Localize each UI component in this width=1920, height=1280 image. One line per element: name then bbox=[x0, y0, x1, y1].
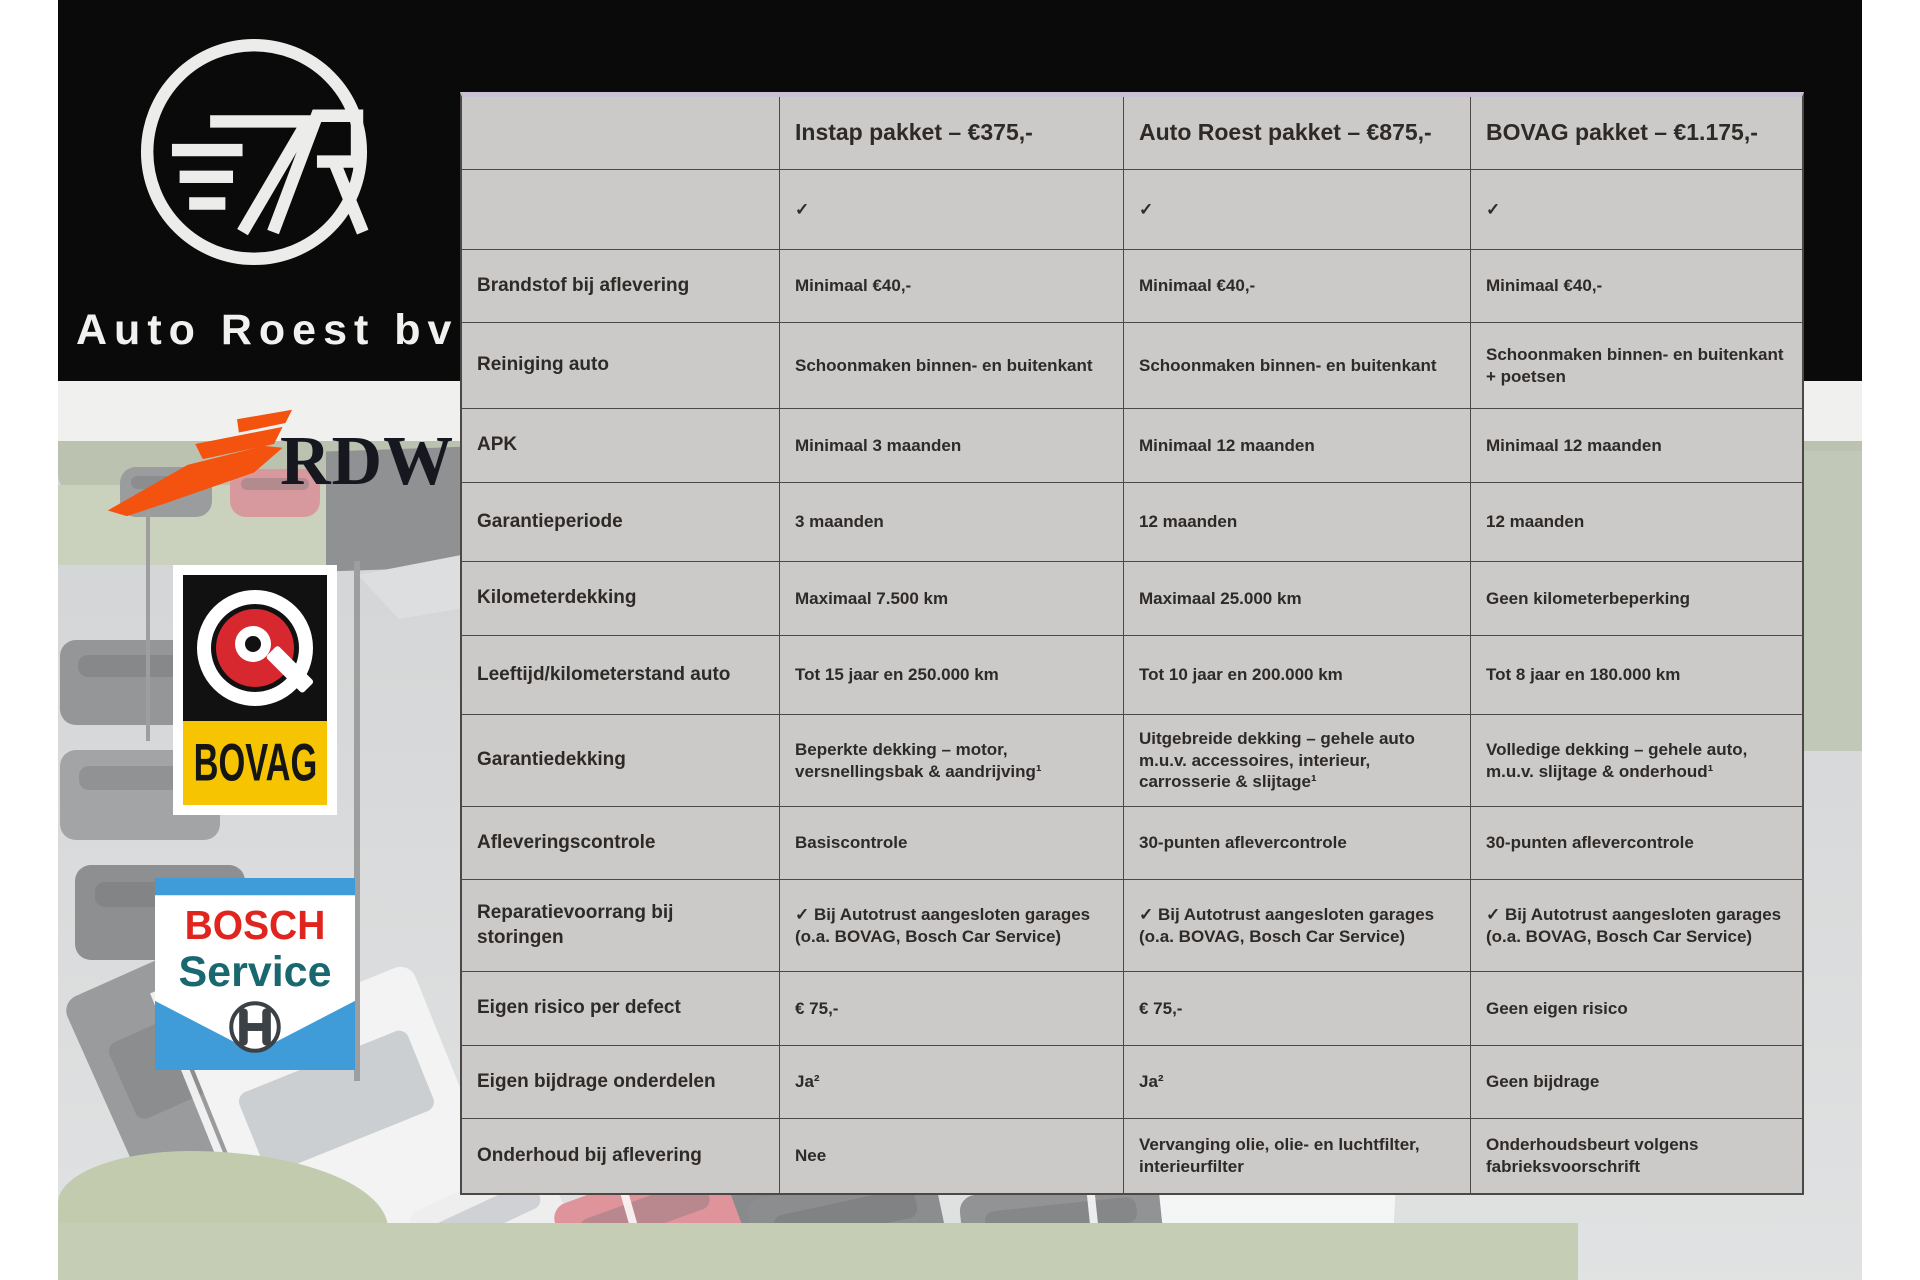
bovag-wordmark: BOVAG bbox=[193, 733, 317, 792]
bosch-wordmark: BOSCH bbox=[184, 902, 326, 948]
light-pole bbox=[146, 491, 150, 741]
table-cell: Minimaal 12 maanden bbox=[1471, 409, 1802, 483]
row-label-reiniging-auto: Reiniging auto bbox=[462, 323, 780, 409]
table-cell: 30-punten aflevercontrole bbox=[1124, 807, 1471, 880]
table-cell: 3 maanden bbox=[780, 483, 1124, 562]
table-cell: Tot 10 jaar en 200.000 km bbox=[1124, 636, 1471, 715]
row-label-apk: APK bbox=[462, 409, 780, 483]
table-cell: Schoonmaken binnen- en buitenkant bbox=[1124, 323, 1471, 409]
row-label-eigen-bijdrage-onderdelen: Eigen bijdrage onderdelen bbox=[462, 1046, 780, 1119]
table-cell: Minimaal €40,- bbox=[1124, 250, 1471, 323]
table-cell: 12 maanden bbox=[1471, 483, 1802, 562]
bovag-emblem-icon bbox=[183, 575, 327, 721]
bovag-wordmark-strip: BOVAG bbox=[183, 721, 327, 805]
table-cell: Minimaal 12 maanden bbox=[1124, 409, 1471, 483]
table-cell: ✓ Bij Autotrust aangesloten garages (o.a… bbox=[1124, 880, 1471, 972]
table-cell: ✓ Bij Autotrust aangesloten garages (o.a… bbox=[1471, 880, 1802, 972]
table-cell: Volledige dekking – gehele auto, m.u.v. … bbox=[1471, 715, 1802, 807]
bosch-service-logo: BOSCH Service bbox=[155, 878, 355, 1070]
table-cell: Minimaal 3 maanden bbox=[780, 409, 1124, 483]
bovag-logo: BOVAG bbox=[173, 565, 337, 815]
table-cell: Minimaal €40,- bbox=[780, 250, 1124, 323]
table-cell: Geen bijdrage bbox=[1471, 1046, 1802, 1119]
grass bbox=[58, 1223, 1578, 1280]
rdw-wordmark: RDW bbox=[280, 423, 455, 500]
bosch-service-wordmark: Service bbox=[178, 948, 332, 996]
table-cell: 30-punten aflevercontrole bbox=[1471, 807, 1802, 880]
header-instap-pakket: Instap pakket – €375,- bbox=[780, 97, 1124, 170]
table-cell: Ja² bbox=[1124, 1046, 1471, 1119]
table-cell: Minimaal €40,- bbox=[1471, 250, 1802, 323]
brand-name: Auto Roest bv bbox=[76, 306, 459, 354]
table-cell: Nee bbox=[780, 1119, 1124, 1193]
row-label-reparatievoorrang: Reparatievoorrang bij storingen bbox=[462, 880, 780, 972]
bosch-armature-icon bbox=[229, 1001, 281, 1053]
rdw-wing-icon bbox=[107, 409, 293, 516]
table-cell: Schoonmaken binnen- en buitenkant + poet… bbox=[1471, 323, 1802, 409]
light-pole bbox=[354, 561, 360, 1081]
included-checkmark-cell: ✓ bbox=[780, 170, 1124, 250]
table-cell: Ja² bbox=[780, 1046, 1124, 1119]
row-label-afleveringscontrole: Afleveringscontrole bbox=[462, 807, 780, 880]
row-label-empty bbox=[462, 170, 780, 250]
table-cell: € 75,- bbox=[780, 972, 1124, 1046]
table-cell: 12 maanden bbox=[1124, 483, 1471, 562]
header-empty bbox=[462, 97, 780, 170]
row-label-garantiedekking: Garantiedekking bbox=[462, 715, 780, 807]
header-bovag-pakket: BOVAG pakket – €1.175,- bbox=[1471, 97, 1802, 170]
row-label-leeftijd-kilometerstand: Leeftijd/kilometerstand auto bbox=[462, 636, 780, 715]
row-label-kilometerdekking: Kilometerdekking bbox=[462, 562, 780, 636]
rdw-logo: RDW bbox=[104, 408, 454, 516]
table-cell: Maximaal 25.000 km bbox=[1124, 562, 1471, 636]
table-cell: Tot 8 jaar en 180.000 km bbox=[1471, 636, 1802, 715]
table-cell: Beperkte dekking – motor, versnellingsba… bbox=[780, 715, 1124, 807]
table-cell: Tot 15 jaar en 250.000 km bbox=[780, 636, 1124, 715]
header-auto-roest-pakket: Auto Roest pakket – €875,- bbox=[1124, 97, 1471, 170]
table-cell: Onderhoudsbeurt volgens fabrieksvoorschr… bbox=[1486, 1135, 1699, 1176]
row-label-eigen-risico-per-defect: Eigen risico per defect bbox=[462, 972, 780, 1046]
table-cell: Uitgebreide dekking – gehele auto m.u.v.… bbox=[1124, 715, 1471, 807]
table-cell: Schoonmaken binnen- en buitenkant bbox=[780, 323, 1124, 409]
row-label-brandstof-bij-aflevering: Brandstof bij aflevering bbox=[462, 250, 780, 323]
car bbox=[230, 469, 320, 517]
row-label-garantieperiode: Garantieperiode bbox=[462, 483, 780, 562]
table-cell: Basiscontrole bbox=[780, 807, 1124, 880]
included-checkmark-cell: ✓ bbox=[1124, 170, 1471, 250]
auto-roest-logo-icon bbox=[130, 28, 378, 276]
included-checkmark-cell: ✓ bbox=[1471, 170, 1802, 250]
table-cell: Maximaal 7.500 km bbox=[780, 562, 1124, 636]
table-cell: Geen kilometerbeperking bbox=[1471, 562, 1802, 636]
package-comparison-table: Instap pakket – €375,- Auto Roest pakket… bbox=[460, 92, 1804, 1195]
table-cell: € 75,- bbox=[1124, 972, 1471, 1046]
table-cell: ✓ Bij Autotrust aangesloten garages (o.a… bbox=[780, 880, 1124, 972]
table-cell: Geen eigen risico bbox=[1471, 972, 1802, 1046]
row-label-onderhoud-bij-aflevering: Onderhoud bij aflevering bbox=[462, 1119, 780, 1193]
table-cell: Vervanging olie, olie- en luchtfilter, i… bbox=[1124, 1119, 1471, 1193]
